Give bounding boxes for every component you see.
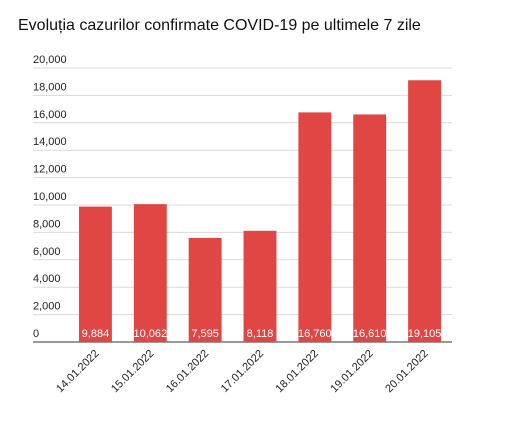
value-label: 9,884 — [82, 328, 110, 340]
bar — [78, 206, 112, 342]
bar — [133, 204, 167, 342]
x-tick-label: 14.01.2022 — [54, 348, 101, 395]
value-label: 19,105 — [408, 328, 442, 340]
x-tick-label: 20.01.2022 — [383, 348, 430, 395]
y-tick-label: 8,000 — [33, 218, 61, 230]
chart-title: Evoluția cazurilor confirmate COVID-19 p… — [18, 17, 421, 34]
y-tick-label: 12,000 — [33, 164, 67, 176]
value-label: 16,760 — [298, 328, 332, 340]
y-tick-label: 4,000 — [33, 273, 61, 285]
y-tick-label: 14,000 — [33, 136, 67, 148]
value-label: 10,062 — [133, 328, 167, 340]
y-tick-label: 10,000 — [33, 191, 67, 203]
x-tick-label: 15.01.2022 — [109, 348, 156, 395]
value-label: 16,610 — [353, 328, 387, 340]
y-tick-label: 2,000 — [33, 301, 61, 313]
bar — [243, 230, 277, 342]
bar — [408, 80, 442, 342]
y-tick-label: 18,000 — [33, 81, 67, 93]
bar — [353, 114, 387, 343]
x-tick-label: 17.01.2022 — [219, 348, 266, 395]
y-tick-label: 16,000 — [33, 109, 67, 121]
x-tick-label: 16.01.2022 — [164, 348, 211, 395]
value-label: 7,595 — [191, 328, 219, 340]
x-tick-label: 19.01.2022 — [328, 348, 375, 395]
bar — [298, 112, 332, 342]
y-tick-label: 6,000 — [33, 246, 61, 258]
y-tick-label: 20,000 — [33, 54, 67, 66]
x-tick-label: 18.01.2022 — [274, 348, 321, 395]
y-tick-label: 0 — [33, 328, 39, 340]
value-label: 8,118 — [247, 328, 274, 340]
bar — [188, 237, 222, 342]
